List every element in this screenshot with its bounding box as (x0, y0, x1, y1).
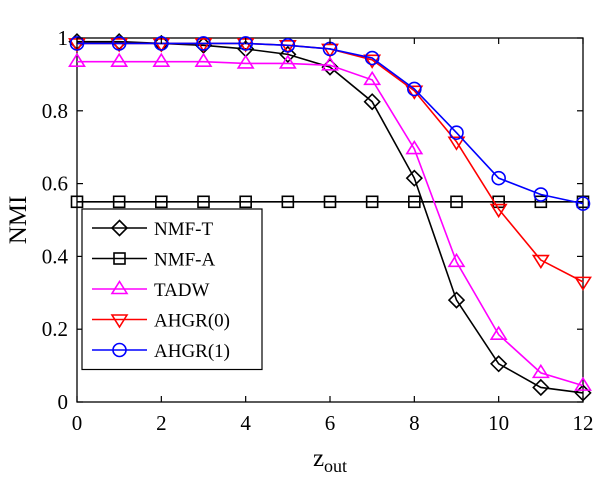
legend: NMF-T NMF-A TADW AHGR(0) AHGR(1) (81, 208, 263, 371)
legend-label: AHGR(0) (154, 311, 230, 332)
y-tick-label: 0.6 (42, 172, 68, 196)
y-tick-label: 0 (58, 390, 69, 414)
y-tick-label: 0.2 (42, 317, 68, 341)
data-point-ahgr-1 (364, 50, 380, 66)
data-point-nmf-a (450, 195, 463, 209)
data-point-nmf-t (532, 378, 550, 397)
data-point-tadw (531, 363, 550, 379)
data-point-ahgr-1 (575, 196, 591, 211)
legend-marker (110, 314, 129, 329)
data-point-ahgr-1 (154, 36, 169, 51)
legend-item-ahgr-0: AHGR(0) (92, 311, 230, 332)
legend-marker (110, 279, 129, 295)
data-point-nmf-a (197, 195, 210, 209)
legend-marker (110, 219, 129, 237)
data-point-tadw (405, 140, 424, 155)
x-tick-label: 8 (409, 411, 420, 435)
data-point-ahgr-0 (489, 203, 508, 219)
series-ahgr-1 (69, 36, 591, 211)
data-point-nmf-t (490, 355, 508, 373)
legend-label: AHGR(1) (154, 341, 230, 362)
series-layer (68, 33, 592, 402)
data-point-ahgr-1 (280, 37, 296, 53)
data-point-tadw (194, 52, 213, 67)
data-point-ahgr-1 (533, 187, 549, 202)
data-point-ahgr-1 (196, 36, 211, 51)
data-point-tadw (447, 252, 466, 268)
data-point-nmf-t (405, 169, 423, 187)
data-point-tadw (321, 56, 339, 71)
data-point-nmf-a (408, 195, 421, 209)
data-point-ahgr-1 (407, 81, 422, 97)
y-axis-ticks: 0 0.2 0.4 0.6 0.8 1 (42, 26, 583, 414)
x-tick-label: 12 (573, 411, 594, 435)
data-point-nmf-t (447, 291, 466, 309)
legend-label: NMF-A (154, 250, 216, 271)
data-point-tadw (489, 325, 508, 340)
legend-item-nmf-a: NMF-A (92, 250, 216, 271)
x-tick-label: 6 (325, 411, 336, 435)
data-point-ahgr-1 (69, 36, 85, 51)
data-point-nmf-a (239, 195, 252, 209)
series-tadw (68, 52, 592, 391)
data-point-ahgr-0 (447, 136, 466, 151)
y-tick-label: 0.8 (42, 99, 68, 123)
data-point-tadw (363, 70, 382, 86)
data-point-ahgr-1 (491, 170, 506, 186)
data-point-nmf-a (155, 195, 168, 209)
legend-label: TADW (154, 280, 210, 301)
x-tick-label: 10 (488, 411, 509, 435)
x-axis-label: zout (313, 445, 347, 476)
x-axis-label-main: z (313, 445, 324, 472)
series-nmf-a (70, 195, 590, 209)
y-tick-label: 0.4 (42, 244, 69, 268)
data-point-ahgr-1 (238, 36, 253, 51)
data-point-nmf-a (70, 195, 84, 209)
data-point-ahgr-0 (110, 38, 129, 53)
data-point-nmf-a (112, 195, 126, 209)
data-point-ahgr-0 (531, 254, 550, 270)
legend-item-tadw: TADW (92, 279, 210, 301)
data-point-nmf-t (279, 45, 297, 64)
data-point-ahgr-1 (449, 125, 464, 140)
y-tick-label: 1 (58, 26, 69, 50)
legend-item-ahgr-1: AHGR(1) (92, 341, 230, 362)
x-axis-ticks: 0 2 4 6 8 10 12 (72, 38, 594, 435)
data-point-tadw (278, 54, 297, 69)
data-point-tadw (574, 376, 592, 391)
data-point-nmf-a (281, 195, 295, 209)
data-point-ahgr-0 (574, 276, 592, 291)
data-point-tadw (110, 52, 129, 67)
data-point-ahgr-0 (278, 39, 297, 55)
legend-marker (112, 342, 127, 358)
x-tick-label: 4 (240, 411, 251, 435)
legend-marker (113, 252, 126, 265)
data-point-tadw (236, 54, 255, 69)
data-point-tadw (152, 52, 171, 67)
data-point-ahgr-1 (111, 36, 127, 51)
x-axis-label-subscript: out (324, 456, 347, 476)
legend-label: NMF-T (154, 219, 214, 240)
x-tick-label: 2 (156, 411, 167, 435)
legend-item-nmf-t: NMF-T (92, 219, 214, 240)
series-line-tadw (77, 60, 584, 387)
data-point-nmf-t (363, 93, 381, 111)
x-tick-label: 0 (72, 411, 83, 435)
data-point-nmf-a (534, 195, 548, 209)
data-point-tadw (68, 52, 86, 67)
data-point-ahgr-0 (194, 38, 213, 53)
data-point-nmf-a (323, 195, 337, 209)
data-point-nmf-a (365, 195, 379, 209)
y-axis-label: NMI (5, 196, 32, 245)
